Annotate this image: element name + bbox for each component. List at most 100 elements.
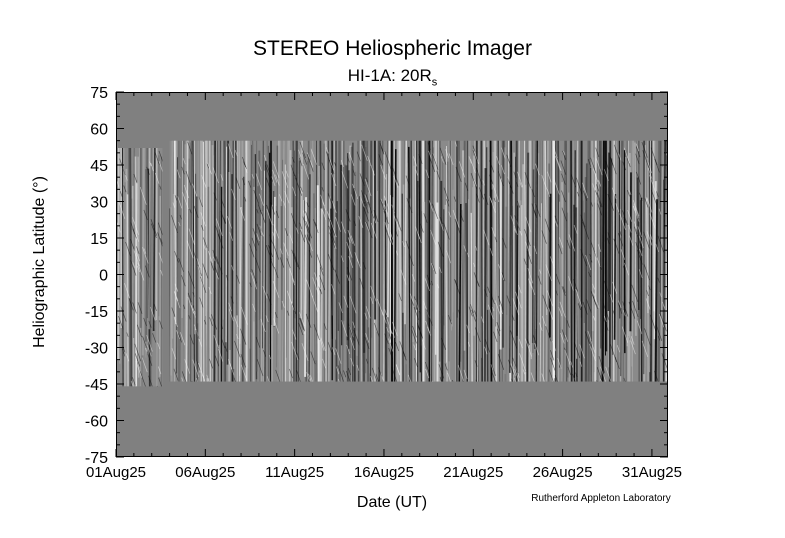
data-texture	[289, 269, 295, 283]
data-texture	[158, 160, 163, 173]
data-texture	[328, 159, 335, 175]
data-streak	[378, 140, 381, 382]
data-texture	[568, 234, 576, 252]
data-texture	[599, 265, 602, 270]
data-texture	[491, 227, 496, 238]
data-texture	[393, 175, 399, 188]
data-streak	[347, 153, 350, 350]
data-streak	[116, 219, 117, 316]
data-streak	[481, 140, 484, 358]
data-texture	[242, 178, 246, 186]
data-streak	[514, 156, 517, 382]
data-texture	[392, 332, 395, 338]
data-texture	[618, 300, 622, 308]
data-texture	[195, 329, 200, 339]
data-texture	[496, 321, 501, 332]
data-texture	[209, 358, 214, 369]
data-texture	[176, 169, 181, 179]
data-texture	[322, 358, 327, 369]
data-texture	[432, 153, 438, 166]
data-texture	[643, 263, 650, 281]
data-texture	[279, 257, 285, 268]
data-texture	[575, 288, 583, 307]
data-texture	[398, 293, 402, 302]
data-texture	[218, 348, 224, 362]
data-texture	[430, 263, 435, 271]
data-texture	[311, 295, 319, 313]
data-streak	[173, 140, 177, 382]
data-texture	[654, 370, 659, 382]
data-texture	[286, 310, 290, 316]
data-streak	[458, 203, 462, 382]
data-texture	[484, 289, 488, 297]
data-texture	[310, 375, 313, 382]
data-texture	[135, 356, 138, 363]
data-texture	[528, 272, 534, 284]
data-texture	[220, 211, 226, 224]
data-texture	[346, 344, 351, 355]
data-streak	[156, 147, 159, 387]
data-texture	[535, 203, 541, 218]
data-texture	[292, 329, 297, 340]
data-texture	[116, 180, 120, 188]
data-texture	[479, 187, 484, 200]
subtitle-subscript: s	[431, 76, 438, 89]
data-texture	[188, 315, 191, 320]
data-texture	[328, 217, 336, 236]
data-texture	[352, 321, 356, 329]
data-texture	[457, 364, 464, 381]
data-texture	[575, 372, 578, 378]
data-texture	[171, 215, 178, 234]
data-texture	[302, 210, 310, 227]
data-streak	[440, 180, 443, 382]
data-texture	[538, 322, 543, 331]
data-texture	[612, 310, 615, 315]
data-texture	[589, 343, 596, 361]
data-streak	[189, 140, 193, 382]
data-texture	[230, 296, 234, 304]
data-texture	[325, 151, 330, 162]
data-texture	[159, 320, 163, 330]
data-texture	[570, 174, 577, 188]
data-texture	[281, 300, 285, 308]
data-texture	[385, 209, 389, 218]
data-streak	[239, 206, 242, 382]
data-texture	[513, 377, 516, 382]
data-texture	[250, 272, 258, 290]
data-streak	[280, 206, 283, 310]
data-texture	[623, 147, 630, 164]
data-texture	[580, 214, 586, 228]
data-texture	[290, 213, 297, 229]
data-texture	[220, 198, 225, 208]
data-streak	[334, 140, 336, 340]
data-texture	[632, 300, 639, 318]
data-texture	[188, 228, 195, 246]
data-texture	[352, 169, 356, 177]
data-texture	[606, 237, 610, 245]
data-texture	[291, 249, 299, 268]
data-texture	[234, 340, 241, 358]
data-texture	[395, 341, 399, 351]
data-texture	[389, 231, 394, 240]
data-texture	[215, 218, 223, 237]
data-streak	[172, 193, 175, 339]
data-texture	[192, 305, 196, 312]
data-texture	[284, 227, 289, 236]
data-texture	[496, 328, 500, 336]
data-texture	[377, 298, 384, 316]
data-texture	[553, 146, 558, 159]
data-texture	[633, 221, 638, 230]
data-texture	[257, 204, 262, 214]
data-texture	[207, 250, 213, 263]
data-streak	[467, 140, 471, 382]
data-texture	[506, 295, 511, 306]
data-texture	[308, 373, 312, 382]
data-texture	[118, 201, 126, 219]
data-texture	[609, 157, 614, 166]
data-texture	[426, 309, 433, 326]
data-streak	[488, 140, 492, 382]
data-streak	[511, 205, 514, 382]
data-texture	[269, 234, 273, 244]
data-texture	[185, 170, 192, 186]
data-streak	[183, 144, 186, 382]
